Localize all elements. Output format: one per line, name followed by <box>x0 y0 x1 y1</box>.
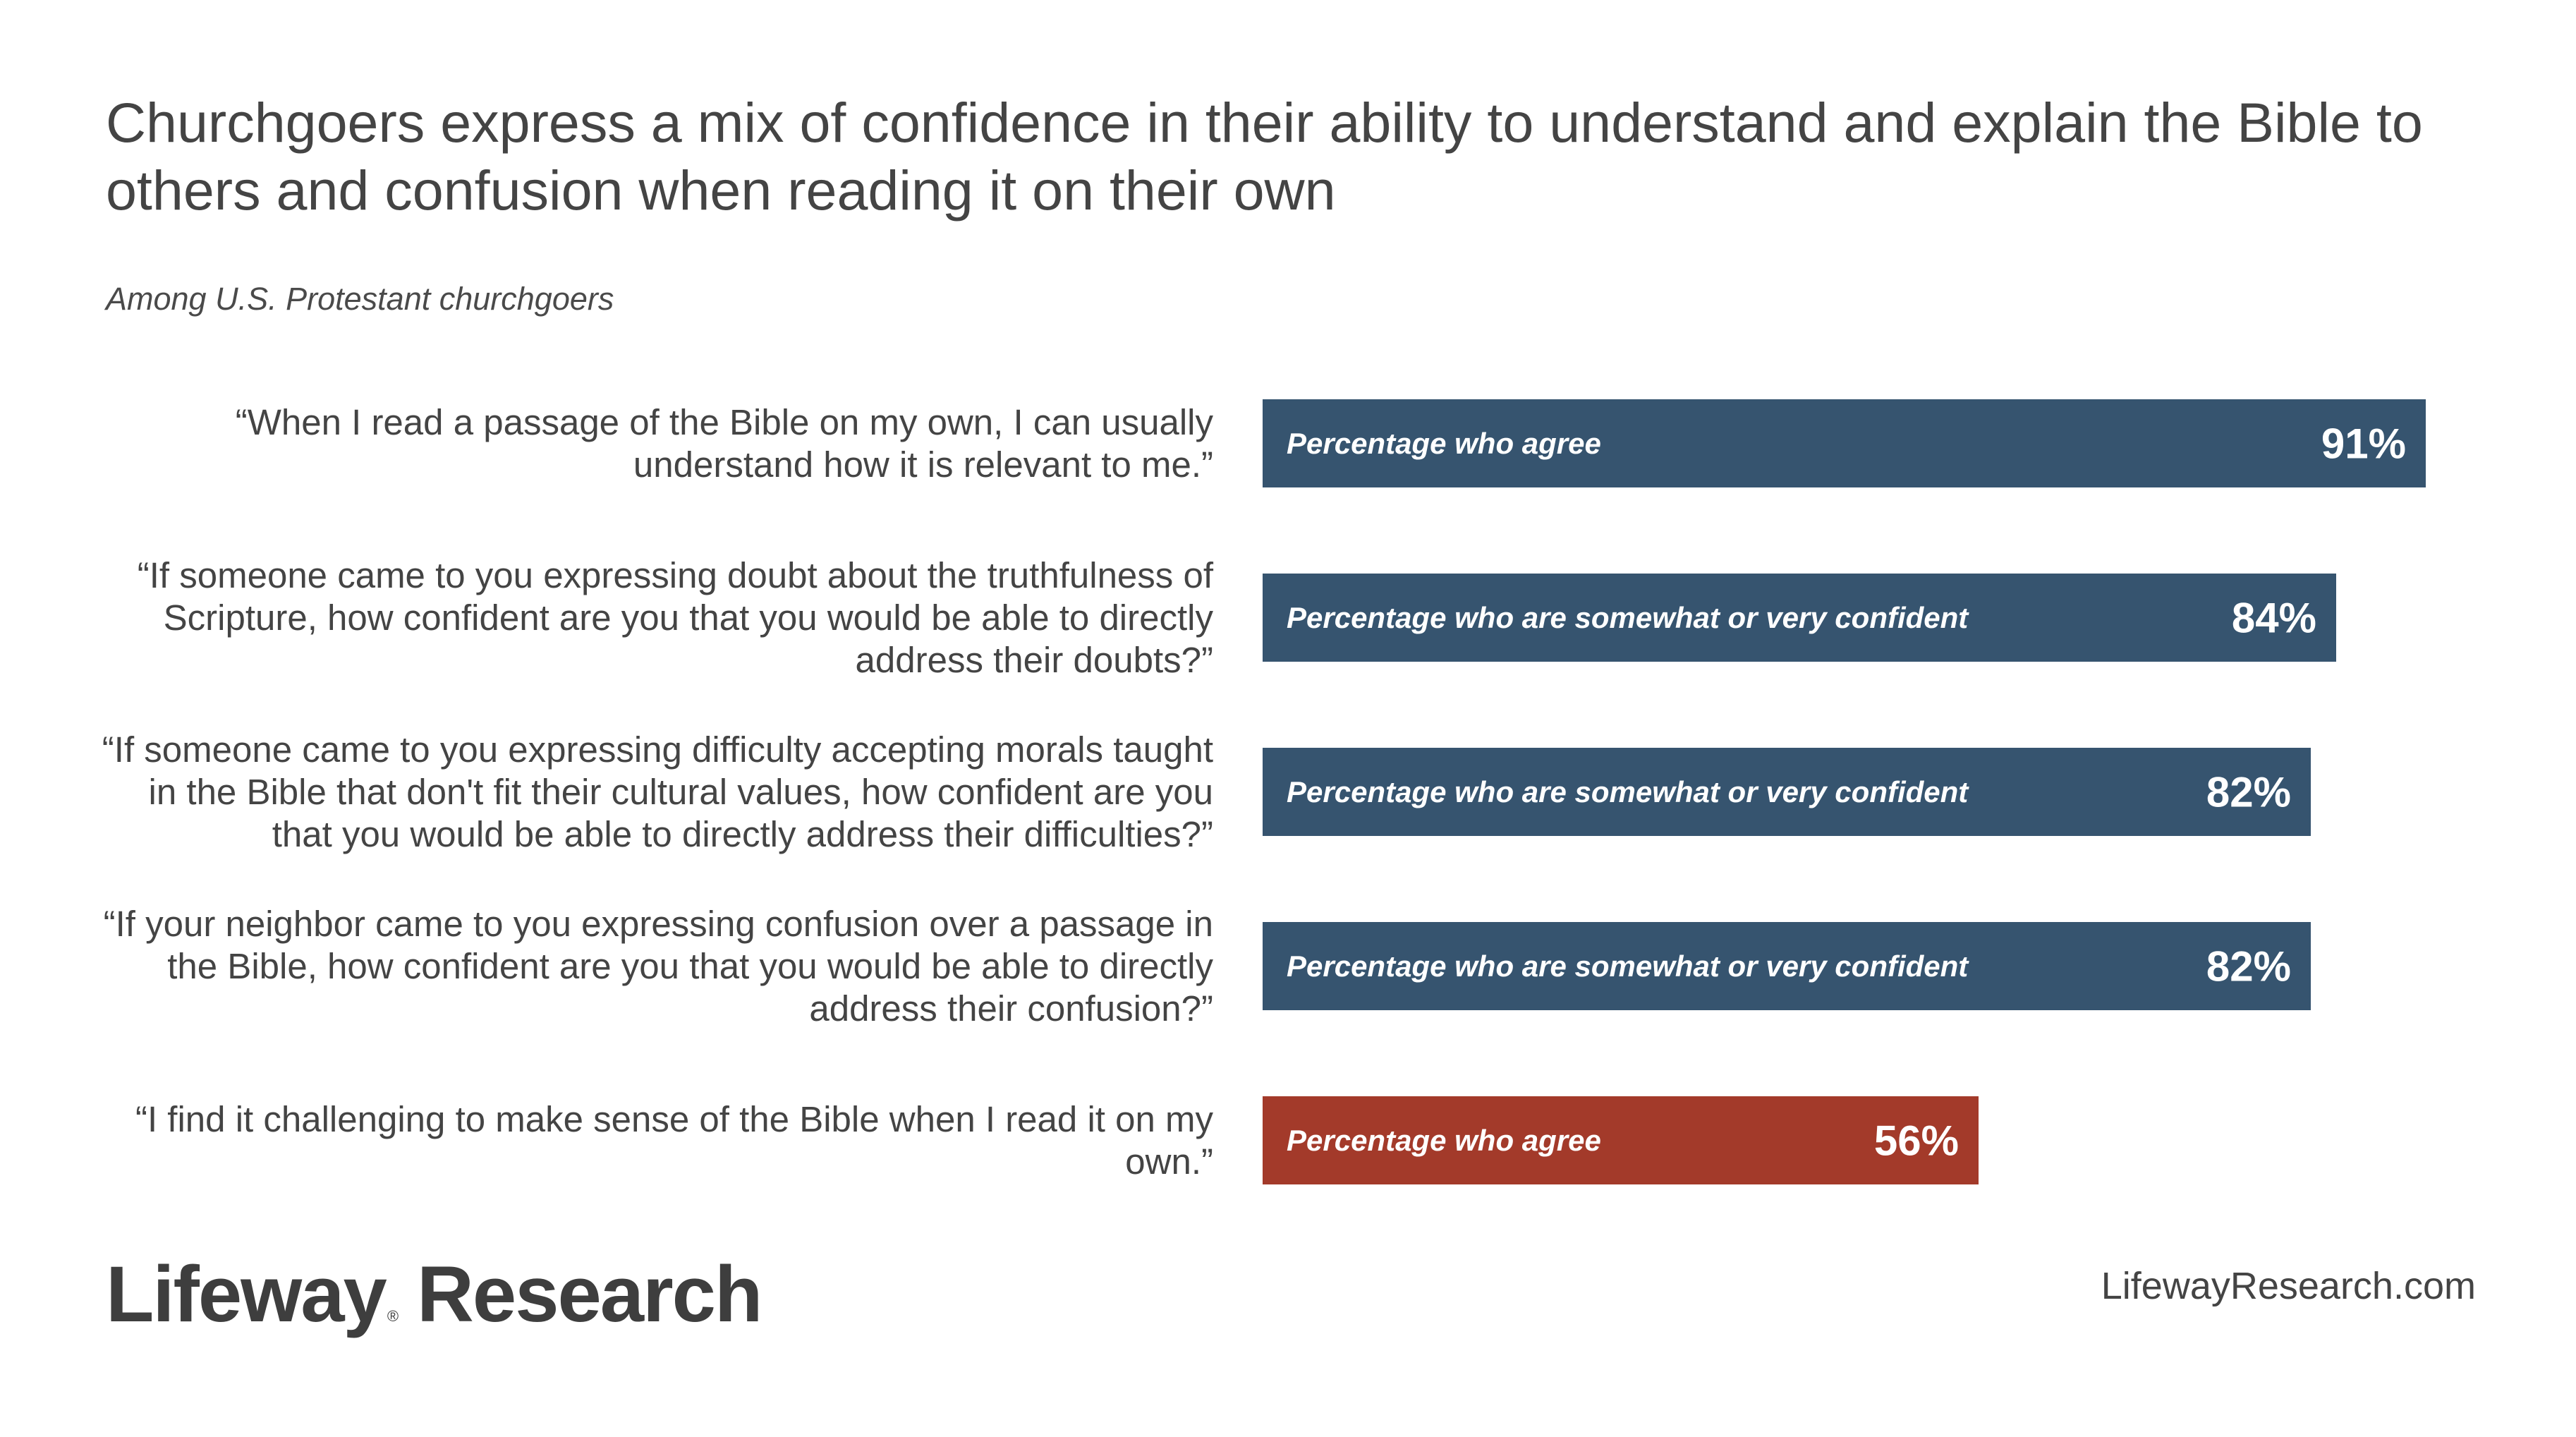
statement-label: “If someone came to you expressing doubt… <box>137 554 1213 680</box>
bar-value-label: 84% <box>2231 594 2316 641</box>
bar: Percentage who are somewhat or very conf… <box>1263 574 2336 662</box>
bar-value-label: 82% <box>2206 942 2291 990</box>
bar: Percentage who are somewhat or very conf… <box>1263 922 2311 1010</box>
bar: Percentage who agree 91% <box>1263 399 2426 487</box>
chart-subtitle: Among U.S. Protestant churchgoers <box>106 281 614 317</box>
chart-title: Churchgoers express a mix of confidence … <box>106 91 2423 222</box>
bar: Percentage who are somewhat or very conf… <box>1263 748 2311 836</box>
bar-measure-label: Percentage who are somewhat or very conf… <box>1287 775 1969 808</box>
bar: Percentage who agree 56% <box>1263 1096 1979 1184</box>
logo-text-research: Research <box>417 1250 763 1338</box>
website-link[interactable]: LifewayResearch.com <box>2101 1265 2476 1307</box>
statement-label: “I find it challenging to make sense of … <box>135 1098 1213 1182</box>
bar-value-label: 56% <box>1873 1117 1959 1164</box>
logo-text-lifeway: Lifeway <box>106 1250 387 1338</box>
bar-measure-label: Percentage who agree <box>1287 426 1601 460</box>
bar-value-label: 82% <box>2206 768 2291 815</box>
lifeway-research-logo: Lifeway ® Research <box>106 1249 763 1340</box>
bar-measure-label: Percentage who are somewhat or very conf… <box>1287 600 1969 634</box>
bar-measure-label: Percentage who are somewhat or very conf… <box>1287 949 1969 983</box>
statement-label: “If your neighbor came to you expressing… <box>103 903 1213 1029</box>
statement-label: “If someone came to you expressing diffi… <box>102 729 1213 854</box>
bar-measure-label: Percentage who agree <box>1287 1123 1601 1157</box>
statement-label: “When I read a passage of the Bible on m… <box>235 401 1213 485</box>
logo-registered-mark: ® <box>387 1307 399 1325</box>
bar-value-label: 91% <box>2321 420 2406 467</box>
